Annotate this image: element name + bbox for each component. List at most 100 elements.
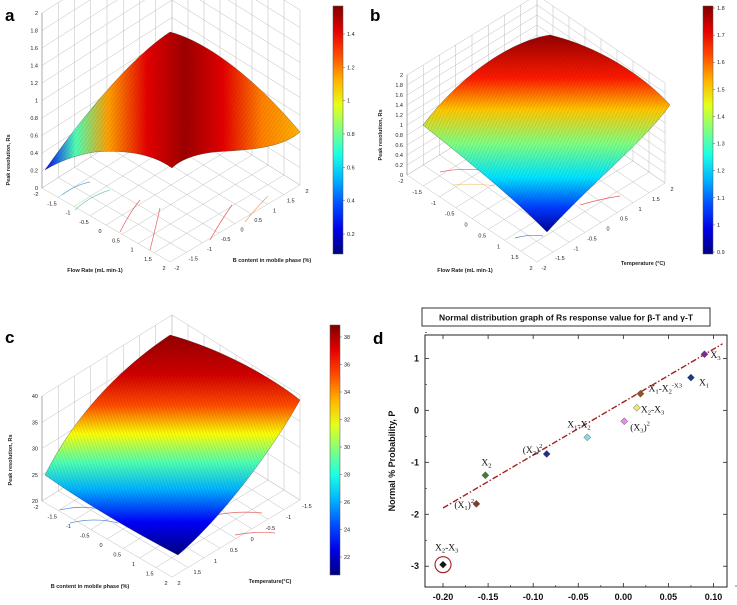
y-ticks: 1 0 -1 -2 -3: [411, 332, 727, 571]
colorbar-tick-label: 36: [344, 363, 350, 369]
x-tick-label: -1: [66, 211, 71, 217]
data-point: [620, 417, 629, 426]
surface-plot-a: a 0 0.2 0.4 0.6 0.8 1 1.2 1.4 1.6 1.8 2 -2 -1.5 -1 -0.…: [5, 0, 355, 274]
colorbar-tick-label: 1.8: [717, 6, 725, 12]
x-tick-label: 0: [99, 543, 102, 549]
panel-a: a 0 0.2 0.4 0.6 0.8 1 1.2 1.4 1.6 1.8 2 -2 -1.5 -1 -0.…: [0, 0, 360, 290]
colorbar-tick-label: 30: [344, 445, 350, 451]
y-tick-label: 2: [670, 187, 673, 193]
point-label-part: X: [648, 385, 655, 395]
point-label-part: -X: [577, 420, 587, 430]
z-ticks-a: 0 0.2 0.4 0.6 0.8 1 1.2 1.4 1.6 1.8 2: [30, 11, 38, 192]
y-tick-label: -0.5: [587, 236, 596, 242]
z-axis-label: Peak resolution, Rs: [8, 434, 14, 485]
z-tick-label: 1.8: [395, 83, 403, 89]
y-tick-label: 1: [414, 353, 419, 363]
colorbar-tick-label: 1.1: [717, 196, 725, 202]
y-tick-label: -0.5: [221, 237, 230, 243]
colorbar-tick-label: 34: [344, 390, 350, 396]
x-tick-label: -2: [34, 192, 39, 198]
point-label-part: 2: [488, 462, 491, 469]
point-label-part: 3: [640, 427, 643, 434]
point-label-part: 2: [442, 548, 445, 555]
point-label-part: (X: [630, 422, 640, 433]
z-tick-label: 35: [32, 420, 38, 426]
y-tick-label: -1.5: [189, 256, 198, 262]
x-tick-label: 1: [497, 244, 500, 250]
x-ticks: -0.20 -0.15 -0.10 -0.05 0.00 0.05 0.10: [433, 335, 737, 602]
colorbar-tick-label: 0.9: [717, 250, 725, 256]
colorbar-tick-label: 22: [344, 555, 350, 561]
y-tick-label: 0.5: [230, 548, 238, 554]
plot-frame: [424, 334, 728, 588]
point-label-part: X: [710, 351, 717, 361]
y-axis-label: B content in mobile phase (%): [233, 258, 312, 264]
z-tick-label: 0.4: [30, 151, 38, 157]
z-tick-label: 0.2: [30, 169, 38, 175]
x-axis-label: Flow Rate (mL min-1): [67, 268, 123, 274]
x-tick-label: 2: [164, 581, 167, 587]
y-ticks-c: 2 1.5 1 0.5 0 -0.5 -1 -1.5: [177, 504, 311, 587]
colorbar-b: [702, 5, 714, 255]
x-tick-label: 1.5: [511, 255, 519, 261]
z-tick-label: 30: [32, 447, 38, 453]
point-label-part: 2: [648, 410, 651, 417]
contour-line: [234, 531, 276, 536]
x-ticks-a: -2 -1.5 -1 -0.5 0 0.5 1 1.5 2: [34, 192, 166, 272]
colorbar-ticks-c: 38 36 34 32 30 28 26 24 22: [340, 335, 350, 561]
x-tick-label: -2: [399, 179, 404, 185]
contour-line: [244, 195, 269, 223]
point-label: X1: [699, 379, 709, 390]
x-tick-label: 0: [464, 223, 467, 229]
point-label-part: 2: [533, 450, 536, 457]
point-label: X2-X3: [641, 406, 664, 417]
point-label-part: 2: [539, 443, 542, 450]
contour-line: [119, 199, 141, 233]
colorbar-tick-label: 1.7: [717, 33, 725, 39]
colorbar-tick-label: 0.4: [347, 199, 355, 205]
point-label-part: ): [644, 422, 647, 433]
point-label-part: 1: [706, 383, 709, 390]
y-tick-label: 1: [638, 207, 641, 213]
point-label-part: -X: [445, 544, 455, 554]
x-ticks-c: -2 -1.5 -1 -0.5 0 0.5 1 1.5 2: [34, 505, 168, 587]
x-tick-label: -1.5: [47, 201, 56, 207]
point-label-part: -X: [659, 385, 669, 395]
colorbar-ticks-a: 1.4 1.2 1 0.8 0.6 0.4 0.2: [343, 32, 355, 238]
z-tick-label: 1.6: [395, 93, 403, 99]
surface-mesh-a: [45, 32, 300, 170]
panel-d: d Normal distribution graph of Rs respon…: [365, 300, 737, 605]
surface-mesh-c: [45, 335, 300, 555]
colorbar-tick-label: 1.6: [717, 60, 725, 66]
colorbar-tick-label: 1.5: [717, 87, 725, 93]
x-tick-label: -0.20: [433, 592, 454, 602]
z-tick-label: 0.6: [395, 143, 403, 149]
point-label: (X3)2: [630, 420, 650, 434]
x-tick-label: 0.5: [112, 238, 120, 244]
z-tick-label: 1: [35, 99, 38, 105]
floor-gridline: [171, 499, 301, 578]
contour-line: [74, 189, 111, 211]
floor-gridline: [520, 171, 650, 252]
floor-gridline: [106, 146, 236, 224]
y-tick-label: 0: [240, 228, 243, 234]
point-label-part: 1: [464, 505, 467, 512]
colorbar-tick-label: 1.3: [717, 142, 725, 148]
floor-gridline: [137, 164, 269, 244]
point-label-part: (X: [523, 445, 533, 456]
point-label-part: ): [536, 445, 539, 456]
z-axis-label: Peak resolution, Rs: [6, 134, 12, 185]
data-point: [700, 350, 709, 359]
y-tick-label: 0: [251, 537, 254, 543]
z-tick-label: 2: [35, 11, 38, 17]
contour-line: [439, 168, 481, 173]
colorbar-tick-label: 1.2: [717, 169, 725, 175]
point-label-part: 1: [655, 389, 658, 396]
colorbar-tick-label: 28: [344, 473, 350, 479]
z-tick-label: 1.2: [30, 81, 38, 87]
colorbar-tick-label: 24: [344, 528, 350, 534]
point-label: X2: [481, 458, 491, 469]
contour-line: [69, 519, 119, 524]
y-axis-label: Temperature(°C): [249, 579, 292, 585]
